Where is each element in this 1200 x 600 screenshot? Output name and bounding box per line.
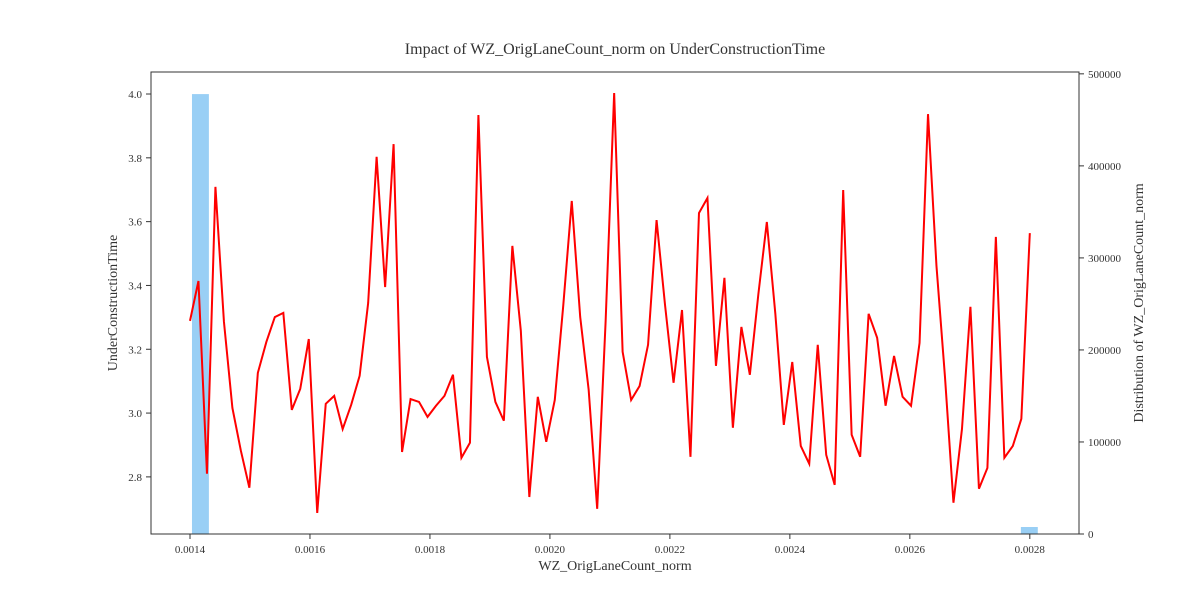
y-tick-label: 3.0 xyxy=(128,408,142,420)
y2-tick-label: 400000 xyxy=(1088,161,1122,173)
x-tick-label: 0.0020 xyxy=(535,544,566,556)
y-tick-label: 3.8 xyxy=(128,153,142,165)
y2-axis-label: Distribution of WZ_OrigLaneCount_norm xyxy=(1132,183,1147,422)
plot-frame xyxy=(150,71,1080,535)
x-axis-label: WZ_OrigLaneCount_norm xyxy=(538,559,691,574)
y-tick-label: 3.4 xyxy=(128,280,142,292)
y2-tick-label: 100000 xyxy=(1088,437,1122,449)
x-tick-label: 0.0026 xyxy=(895,544,926,556)
y-tick-label: 3.2 xyxy=(128,344,142,356)
x-tick-label: 0.0024 xyxy=(775,544,806,556)
y-tick-label: 2.8 xyxy=(128,472,142,484)
y2-tick-label: 300000 xyxy=(1088,253,1122,265)
chart-title: Impact of WZ_OrigLaneCount_norm on Under… xyxy=(405,41,825,58)
y2-tick-label: 200000 xyxy=(1088,345,1122,357)
y2-tick-label: 500000 xyxy=(1088,69,1122,81)
x-tick-label: 0.0014 xyxy=(175,544,206,556)
y-tick-label: 3.6 xyxy=(128,217,142,229)
line xyxy=(189,93,1031,514)
y-tick-label: 4.0 xyxy=(128,89,142,101)
x-tick-label: 0.0028 xyxy=(1015,544,1046,556)
y2-tick-label: 0 xyxy=(1088,529,1094,541)
x-tick-label: 0.0016 xyxy=(295,544,326,556)
x-tick-label: 0.0018 xyxy=(415,544,446,556)
y-axis-label: UnderConstructionTime xyxy=(106,235,121,371)
histogram-bar xyxy=(1020,527,1038,534)
x-tick-label: 0.0022 xyxy=(655,544,685,556)
